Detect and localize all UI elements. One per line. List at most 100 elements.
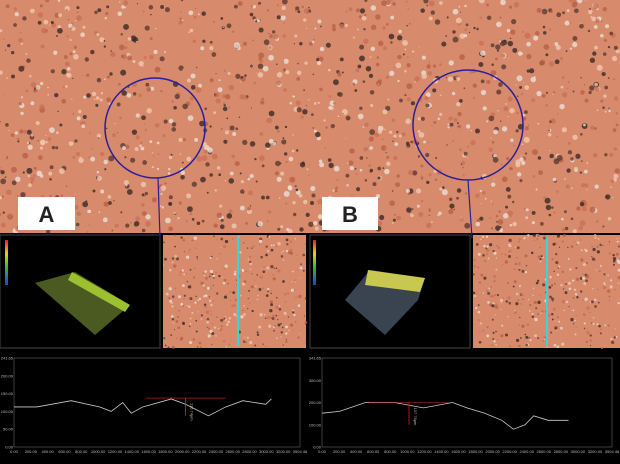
grain xyxy=(317,199,323,205)
grain xyxy=(98,211,101,214)
grain xyxy=(558,265,561,268)
grain xyxy=(224,179,227,182)
grain xyxy=(30,181,33,184)
grain xyxy=(202,284,205,287)
grain xyxy=(262,343,264,345)
grain xyxy=(503,39,506,43)
grain xyxy=(302,109,308,115)
grain xyxy=(73,54,79,60)
grain xyxy=(552,177,557,182)
grain xyxy=(289,176,296,183)
grain xyxy=(130,222,132,224)
grain xyxy=(482,254,485,257)
grain xyxy=(136,3,139,5)
grain xyxy=(378,40,384,47)
grain xyxy=(308,174,310,177)
grain xyxy=(553,270,555,273)
grain xyxy=(464,222,471,229)
grain xyxy=(68,141,74,147)
grain xyxy=(294,321,297,323)
grain xyxy=(47,137,52,141)
grain xyxy=(458,5,461,8)
grain xyxy=(239,294,242,297)
grain xyxy=(397,54,402,60)
grain xyxy=(382,167,385,170)
grain xyxy=(189,212,193,216)
grain xyxy=(176,337,178,340)
grain xyxy=(594,45,598,50)
grain xyxy=(589,85,595,91)
grain xyxy=(297,304,301,307)
grain xyxy=(609,31,614,36)
grain xyxy=(501,253,503,255)
grain xyxy=(257,221,263,227)
grain xyxy=(209,78,214,83)
grain xyxy=(533,35,539,41)
grain xyxy=(4,49,7,51)
grain xyxy=(261,195,265,200)
grain xyxy=(94,10,98,15)
grain xyxy=(242,192,244,194)
grain xyxy=(579,23,584,29)
grain xyxy=(586,306,590,310)
grain xyxy=(548,213,552,217)
x-tick-label: 2400.00 xyxy=(519,449,534,454)
grain xyxy=(299,42,303,46)
grain xyxy=(522,324,525,328)
grain xyxy=(541,310,544,313)
grain xyxy=(495,225,501,231)
grain xyxy=(123,180,129,186)
x-tick-label: 2800.00 xyxy=(554,449,569,454)
grain xyxy=(530,251,534,255)
grain xyxy=(37,20,42,25)
grain xyxy=(406,24,408,27)
grain xyxy=(491,227,493,230)
x-tick-label: 200.00 xyxy=(333,449,346,454)
grain xyxy=(328,94,332,98)
grain xyxy=(229,171,234,176)
grain xyxy=(275,314,278,317)
grain xyxy=(282,344,284,346)
grain xyxy=(533,300,537,305)
grain xyxy=(548,125,550,127)
grain xyxy=(164,50,167,53)
grain xyxy=(228,178,235,184)
grain xyxy=(266,117,273,124)
grain xyxy=(535,281,539,285)
grain xyxy=(265,245,268,248)
grain xyxy=(410,140,413,144)
grain xyxy=(166,221,168,223)
grain xyxy=(447,123,450,126)
grain xyxy=(246,247,249,249)
x-tick-label: 1000.00 xyxy=(91,449,106,454)
grain xyxy=(281,252,283,254)
grain xyxy=(449,203,455,209)
grain xyxy=(503,106,509,112)
grain xyxy=(484,260,486,262)
grain xyxy=(257,63,264,69)
grain xyxy=(145,214,151,220)
grain xyxy=(517,51,523,56)
grain xyxy=(516,246,520,250)
grain xyxy=(464,192,468,195)
grain xyxy=(411,50,415,53)
grain xyxy=(424,96,429,101)
grain xyxy=(212,284,214,286)
grain xyxy=(404,94,407,97)
grain xyxy=(97,137,100,139)
grain xyxy=(125,184,128,187)
grain xyxy=(554,326,558,330)
grain xyxy=(479,322,483,325)
grain xyxy=(302,253,306,257)
x-tick-label: 600.00 xyxy=(367,449,380,454)
grain xyxy=(475,221,481,227)
grain xyxy=(118,1,121,3)
grain xyxy=(183,298,185,300)
grain xyxy=(428,142,430,144)
grain xyxy=(580,90,585,95)
grain xyxy=(552,300,554,302)
grain xyxy=(271,30,276,34)
grain xyxy=(182,305,184,307)
grain xyxy=(313,38,315,41)
grain xyxy=(267,287,270,291)
